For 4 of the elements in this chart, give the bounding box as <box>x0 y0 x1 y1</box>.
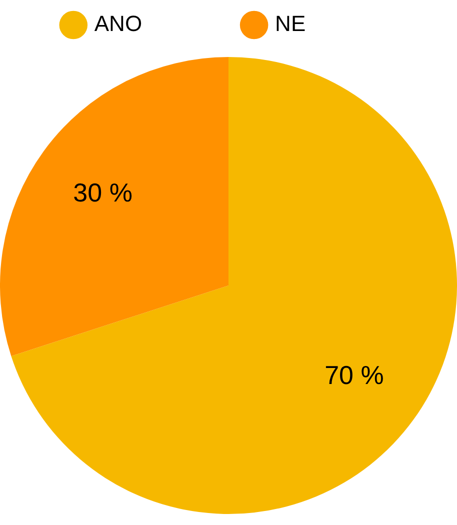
data-label: 70 % <box>324 360 384 390</box>
legend-label: NE <box>275 11 394 36</box>
legend-label: ANO <box>94 11 230 36</box>
data-label: 30 % <box>73 177 132 208</box>
